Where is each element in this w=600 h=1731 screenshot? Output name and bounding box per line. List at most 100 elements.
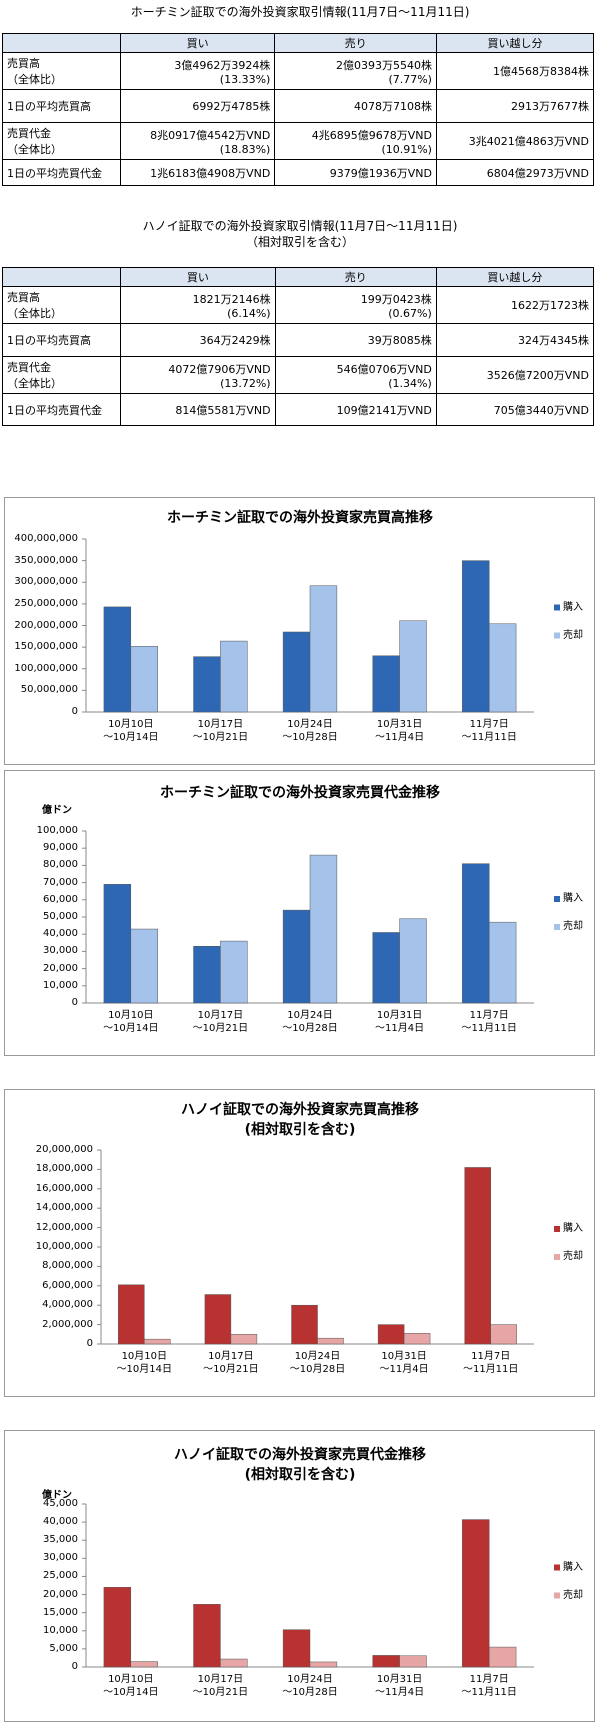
row-label: 売買高 （全体比） xyxy=(1,286,122,324)
y-tick-label: 14,000,000 xyxy=(35,1202,93,1214)
bar xyxy=(103,606,132,713)
x-tick-label: 10月17日 ～10月21日 xyxy=(192,719,249,743)
legend-swatch xyxy=(554,924,560,930)
chart-title: ホーチミン証取での海外投資家売買高推移 xyxy=(167,510,433,526)
y-tick-label: 10,000,000 xyxy=(35,1241,93,1252)
x-tick-label: 11月7日 ～11月11日 xyxy=(461,719,517,743)
bar xyxy=(488,623,517,713)
y-tick-label: 400,000,000 xyxy=(14,533,78,544)
x-tick-label: 10月31日 ～11月4日 xyxy=(375,719,425,743)
table-title: ハノイ証取での海外投資家取引情報(11月7日～11月11日) （相対取引を含む） xyxy=(142,219,458,249)
x-tick-label: 11月7日 ～11月11日 xyxy=(461,1010,517,1034)
legend-swatch xyxy=(554,1564,560,1571)
x-tick-label: 10月10日 ～10月14日 xyxy=(103,1674,159,1698)
x-tick-label: 10月10日 ～10月14日 xyxy=(116,1351,173,1375)
table-cell: 2億0393万5540株 (7.77%) xyxy=(274,52,437,90)
y-tick-label: 0 xyxy=(71,997,78,1008)
header-cell: 売り xyxy=(274,267,437,287)
y-tick-label: 10,000 xyxy=(43,979,78,991)
y-tick-label: 80,000 xyxy=(43,859,78,871)
bar xyxy=(317,1337,344,1345)
bar xyxy=(462,863,490,1004)
bar xyxy=(291,1304,318,1345)
bar xyxy=(220,940,248,1004)
bar xyxy=(372,932,400,1004)
x-tick-label: 10月24日 ～10月28日 xyxy=(282,1010,338,1034)
legend-label: 購入 xyxy=(563,601,583,613)
y-tick-label: 5,000 xyxy=(49,1642,78,1654)
table-cell: 324万4345株 xyxy=(435,323,595,357)
row-label: 1日の平均売買高 xyxy=(1,89,122,123)
legend-swatch xyxy=(554,604,560,611)
table-cell: 4兆6895億9678万VND (10.91%) xyxy=(274,122,437,160)
table-row: 売買高 （全体比） 3億4962万3924株 (13.33%) 2億0393万554… xyxy=(1,52,595,90)
x-tick-label: 10月24日 ～10月28日 xyxy=(282,719,338,743)
data-table: 買い 売り 買い越し分 売買高 （全体比） 1821万2146株 (6.14%) 199万… xyxy=(1,267,595,426)
y-tick-label: 18,000,000 xyxy=(35,1163,93,1175)
y-tick-label: 20,000 xyxy=(43,962,78,974)
table-cell: 814億5581万VND xyxy=(120,393,276,426)
header-cell xyxy=(1,267,122,287)
y-tick-label: 40,000 xyxy=(43,1516,78,1528)
bar xyxy=(220,640,248,713)
bar xyxy=(462,560,490,713)
chart-frame xyxy=(4,497,595,765)
header-row: 買い 売り 買い越し分 xyxy=(1,33,595,53)
y-tick-label: 20,000 xyxy=(43,1588,78,1600)
chart-frame xyxy=(4,1430,595,1722)
table-cell: 199万0423株 (0.67%) xyxy=(274,286,437,324)
header-cell: 買い越し分 xyxy=(435,33,595,53)
y-tick-label: 200,000,000 xyxy=(14,619,78,631)
bar xyxy=(488,921,517,1004)
legend-label: 売却 xyxy=(563,921,583,932)
table-cell: 705億3440万VND xyxy=(435,393,595,426)
chart-frame xyxy=(4,770,595,1056)
y-tick-label: 20,000,000 xyxy=(35,1144,93,1155)
y-tick-label: 90,000 xyxy=(43,842,78,854)
table-cell: 3億4962万3924株 (13.33%) xyxy=(120,52,276,90)
table-row: 1日の平均売買高 364万2429株 39万8085株 324万4345株 xyxy=(1,323,595,357)
y-tick-label: 35,000 xyxy=(43,1534,78,1546)
bar xyxy=(372,655,400,713)
bar xyxy=(399,918,427,1004)
table-cell: 1億4568万8384株 xyxy=(435,52,595,90)
chart-title: ハノイ証取での海外投資家売買高推移 (相対取引を含む) xyxy=(181,1102,419,1138)
y-tick-label: 0 xyxy=(86,1338,93,1349)
table-cell: 364万2429株 xyxy=(120,323,276,357)
bar xyxy=(103,884,132,1004)
legend-swatch xyxy=(554,1254,560,1260)
header-cell: 売り xyxy=(274,33,437,53)
legend-label: 売却 xyxy=(563,1589,583,1601)
bar xyxy=(130,1661,158,1668)
table-row: 1日の平均売買高 6992万4785株 4078万7108株 2913万7677株 xyxy=(1,89,595,123)
y-tick-label: 150,000,000 xyxy=(14,641,78,653)
y-tick-label: 100,000 xyxy=(36,825,78,836)
table-cell: 109億2141万VND xyxy=(274,393,437,426)
bar xyxy=(464,1167,491,1345)
table-cell: 1兆6183億4908万VND xyxy=(120,159,276,186)
y-tick-label: 10,000 xyxy=(43,1624,78,1636)
row-label: 売買代金 （全体比） xyxy=(1,356,122,394)
bar xyxy=(230,1334,258,1345)
bar xyxy=(403,1333,431,1345)
bar xyxy=(309,585,338,713)
y-tick-label: 60,000 xyxy=(43,893,78,905)
bar xyxy=(399,1655,427,1668)
table-cell: 39万8085株 xyxy=(274,323,437,357)
y-tick-label: 4,000,000 xyxy=(42,1299,93,1311)
y-tick-label: 250,000,000 xyxy=(14,597,78,609)
x-tick-label: 10月10日 ～10月14日 xyxy=(103,719,159,743)
y-tick-label: 30,000 xyxy=(43,1552,78,1564)
x-tick-label: 10月10日 ～10月14日 xyxy=(103,1010,159,1034)
x-tick-label: 11月7日 ～11月11日 xyxy=(461,1674,517,1698)
bar xyxy=(309,1661,338,1668)
x-tick-label: 10月31日 ～11月4日 xyxy=(375,1674,425,1698)
bar xyxy=(103,1587,132,1668)
y-tick-label: 0 xyxy=(71,1661,78,1672)
bar xyxy=(462,1519,490,1668)
chart-title: ハノイ証取での海外投資家売買代金推移 (相対取引を含む) xyxy=(174,1447,426,1483)
y-tick-label: 100,000,000 xyxy=(14,662,78,674)
bar xyxy=(399,620,427,713)
